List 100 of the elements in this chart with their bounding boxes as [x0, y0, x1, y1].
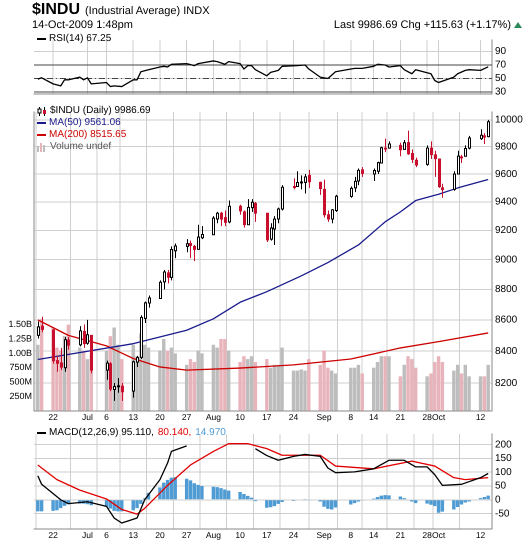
bar — [330, 500, 334, 510]
x-tick-label: 20 — [155, 412, 165, 422]
y2-tick-label: 750M — [9, 362, 32, 372]
y2-tick-label: 1.00B — [8, 348, 32, 358]
bar — [135, 500, 139, 508]
text: 14.970 — [195, 427, 226, 439]
chart-subtitle: (Industrial Average) INDX — [85, 5, 210, 17]
bar — [219, 488, 223, 500]
x-tick-label: 27 — [182, 412, 192, 422]
bar — [184, 478, 188, 500]
x-tick-label: 8 — [348, 530, 354, 540]
x-tick-label: 28 — [422, 412, 432, 422]
y2-tick-label: 500M — [9, 376, 32, 387]
y-tick-label: 8400 — [495, 346, 518, 357]
bar — [387, 495, 391, 500]
bar — [414, 500, 418, 504]
y2-tick-label: 1.25B — [8, 333, 32, 344]
x-tick-label: 6 — [104, 412, 110, 422]
bar — [192, 483, 196, 500]
legend-label: MA(50) 9561.06 — [49, 117, 121, 129]
y-tick-label: 30 — [495, 86, 507, 98]
x-tick-label: 21 — [396, 412, 406, 422]
bar — [212, 486, 216, 500]
y-tick-label: 200 — [495, 439, 512, 450]
x-tick-label: 10 — [235, 412, 246, 422]
x-tick-label: 14 — [368, 530, 379, 540]
x-tick-label: 13 — [128, 412, 138, 422]
chart-title: $INDU — [32, 1, 80, 19]
legend-label: MACD(12,26,9) 95.110, — [49, 427, 154, 439]
bar — [166, 480, 170, 500]
text: Last 9986.69 Chg +115.63 (+1.17%) — [334, 18, 511, 30]
x-tick-label: 12 — [476, 530, 486, 540]
x-tick-label: 20 — [155, 530, 165, 540]
bar — [380, 496, 384, 500]
y-tick-label: 9600 — [495, 168, 518, 180]
bar — [238, 492, 242, 500]
bar — [486, 496, 490, 500]
bar — [36, 500, 40, 512]
x-tick-label: Oct — [432, 412, 446, 422]
y-tick-label: 70 — [495, 60, 507, 71]
legend-label: RSI(14) 67.25 — [49, 33, 112, 45]
x-tick-label: 24 — [288, 530, 299, 540]
y-tick-label: 8800 — [495, 284, 518, 296]
x-tick-label: Jul — [82, 530, 93, 540]
y-tick-label: 9200 — [495, 225, 518, 236]
bar — [223, 490, 227, 500]
x-tick-label: 8 — [348, 412, 354, 422]
bar — [464, 500, 467, 503]
y-tick-label: 50 — [495, 480, 507, 492]
x-tick-label: 27 — [182, 530, 192, 540]
y-tick-label: 10000 — [495, 114, 524, 126]
x-tick-label: Aug — [206, 530, 222, 540]
x-tick-label: 13 — [128, 530, 138, 540]
bar — [55, 500, 59, 510]
bar — [200, 486, 204, 500]
bar — [242, 494, 246, 500]
x-tick-label: Jul — [82, 412, 93, 422]
bar — [174, 477, 177, 500]
bar — [268, 500, 272, 508]
x-tick-label: Oct — [432, 530, 446, 540]
x-tick-label: 14 — [368, 412, 379, 422]
x-tick-label: 28 — [422, 530, 432, 540]
bar — [452, 500, 456, 510]
text: 80.140, — [158, 427, 192, 439]
y-tick-label: 9000 — [495, 254, 518, 266]
y-tick-label: 9400 — [495, 196, 518, 208]
x-tick-label: 22 — [48, 412, 58, 422]
bar — [383, 495, 387, 500]
bar — [352, 500, 356, 504]
bar — [440, 500, 444, 512]
bar — [429, 500, 433, 505]
bar — [398, 496, 402, 500]
bar — [265, 500, 269, 508]
y-tick-label: -50 — [495, 508, 510, 520]
bar — [425, 500, 429, 504]
y-tick-label: 150 — [495, 453, 512, 464]
bar — [170, 478, 174, 500]
bar — [40, 500, 44, 512]
bar — [51, 500, 55, 511]
bar — [59, 500, 62, 508]
y2-tick-label: 1.50B — [8, 319, 32, 330]
x-tick-label: 10 — [235, 530, 246, 540]
bar — [322, 500, 326, 507]
bar — [132, 500, 135, 510]
y-tick-label: 0 — [495, 494, 501, 506]
bar — [226, 490, 230, 500]
text: 14-Oct-2009 1:48pm — [32, 18, 133, 30]
y-tick-label: 9800 — [495, 141, 518, 152]
y-tick-label: 50 — [495, 73, 507, 84]
x-tick-label: 12 — [476, 412, 486, 422]
y-tick-label: 90 — [495, 46, 507, 58]
bar — [456, 500, 460, 507]
bar — [276, 500, 280, 504]
bar — [162, 482, 166, 500]
legend-label: Volume undef — [50, 141, 112, 153]
bar — [246, 496, 250, 500]
x-tick-label: 17 — [262, 530, 272, 540]
x-tick-label: Sep — [316, 530, 332, 540]
x-tick-label: 24 — [288, 412, 299, 422]
x-tick-label: 6 — [104, 530, 110, 540]
